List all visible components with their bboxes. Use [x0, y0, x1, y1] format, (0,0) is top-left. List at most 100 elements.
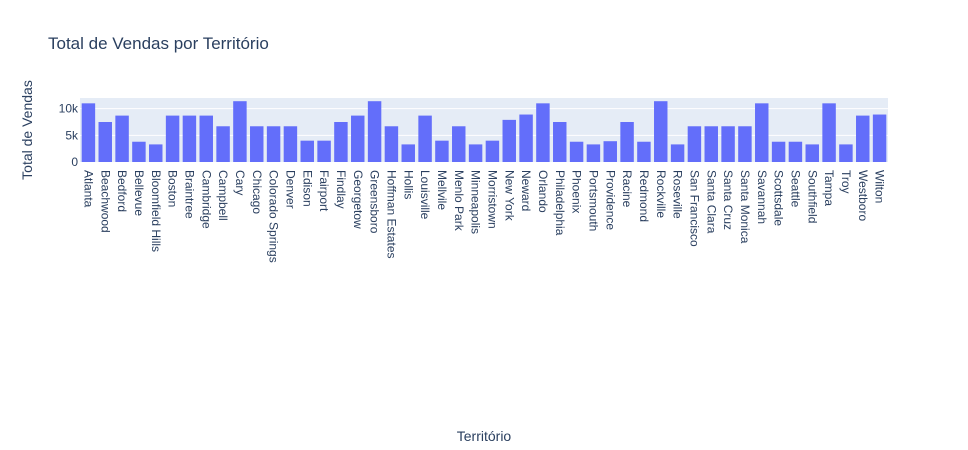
bar-bellevue[interactable] [132, 141, 146, 162]
bar-philadelphia[interactable] [553, 122, 567, 162]
x-tick-label: Orlando [536, 170, 550, 213]
x-tick-label: Louisville [418, 170, 432, 220]
x-tick-label: Santa Monica [738, 170, 752, 244]
bar-menlo-park[interactable] [452, 126, 466, 162]
x-tick-label: Troy [839, 170, 853, 194]
bar-wilton[interactable] [872, 114, 887, 162]
x-tick-label: Roseville [671, 170, 685, 219]
x-tick-label: Denver [283, 170, 297, 209]
bar-cambridge[interactable] [199, 115, 213, 162]
x-tick-label: Southfield [805, 170, 819, 223]
x-tick-label: Beachwood [98, 170, 112, 233]
bar-scottsdale[interactable] [771, 141, 786, 162]
x-tick-label: Campbell [216, 170, 230, 221]
bar-portsmouth[interactable] [586, 144, 601, 162]
x-tick-label: Braintree [182, 170, 196, 219]
bar-tampa[interactable] [822, 103, 836, 162]
bar-bloomfield-hills[interactable] [149, 144, 163, 162]
x-tick-label: Menlo Park [452, 170, 466, 232]
x-tick-label: Findlay [334, 170, 348, 209]
x-tick-label: Cary [233, 170, 247, 195]
bar-louisville[interactable] [418, 115, 432, 162]
bar-orlando[interactable] [536, 103, 550, 162]
bar-chicago[interactable] [250, 126, 264, 162]
bar-southfield[interactable] [805, 144, 819, 162]
bar-bedford[interactable] [115, 115, 129, 162]
bar-phoenix[interactable] [569, 141, 584, 162]
bar-seattle[interactable] [788, 141, 803, 162]
y-tick-label: 5k [65, 128, 79, 142]
bar-fairport[interactable] [317, 140, 331, 162]
bar-providence[interactable] [603, 141, 617, 162]
x-tick-label: Boston [166, 170, 180, 207]
x-tick-label: Neward [519, 170, 533, 211]
bar-boston[interactable] [165, 115, 180, 162]
x-tick-label: Scottsdale [772, 170, 786, 226]
bar-racine[interactable] [620, 122, 634, 162]
x-tick-label: Cambridge [199, 170, 213, 229]
bar-new-york[interactable] [502, 119, 516, 162]
bar-findlay[interactable] [334, 122, 348, 162]
x-tick-label: Redmond [637, 170, 651, 222]
x-tick-label: Rockville [654, 170, 668, 218]
x-tick-label: Mellvile [435, 170, 449, 210]
bar-beachwood[interactable] [98, 122, 112, 162]
bar-greensboro[interactable] [367, 101, 382, 162]
x-tick-label: Edison [300, 170, 314, 207]
bar-savannah[interactable] [755, 103, 769, 162]
x-tick-label: Hoffman Estates [384, 170, 398, 259]
y-axis-title: Total de Vendas [19, 80, 35, 180]
x-tick-label: Santa Clara [704, 170, 718, 234]
bar-morristown[interactable] [485, 140, 500, 162]
x-tick-label: Westboro [856, 170, 870, 221]
x-tick-label: Wilton [873, 170, 887, 203]
chart-title: Total de Vendas por Território [48, 34, 269, 53]
bar-neward[interactable] [519, 114, 533, 162]
x-tick-label: Colorado Springs [267, 170, 281, 263]
bar-minneapolis[interactable] [468, 144, 483, 162]
grid-lines [80, 108, 888, 136]
x-tick-label: Bellevue [132, 170, 146, 216]
x-tick-label: Portsmouth [586, 170, 600, 231]
bar-mellvile[interactable] [435, 140, 449, 162]
x-tick-label: Minneapolis [469, 170, 483, 234]
bar-santa-monica[interactable] [738, 126, 752, 162]
x-tick-label: Providence [603, 170, 617, 230]
bars [81, 101, 887, 162]
x-axis-ticks: Atlanta Beachwood Bedford Bellevue Bloomfiel… [81, 170, 886, 263]
bar-denver[interactable] [283, 126, 298, 162]
x-tick-label: Seattle [788, 170, 802, 208]
x-tick-label: Bloomfield Hills [149, 170, 163, 252]
bar-san-francisco[interactable] [687, 126, 702, 162]
x-tick-label: Santa Cruz [721, 170, 735, 230]
x-tick-label: Savannah [755, 170, 769, 224]
bar-roseville[interactable] [670, 144, 685, 162]
bar-hollis[interactable] [401, 144, 415, 162]
x-tick-label: Fairport [317, 170, 331, 212]
y-tick-label: 10k [59, 102, 79, 116]
x-axis-title: Território [457, 428, 512, 444]
x-tick-label: Tampa [822, 170, 836, 206]
bar-hoffman-estates[interactable] [384, 126, 399, 162]
bar-braintree[interactable] [182, 115, 197, 162]
bar-atlanta[interactable] [81, 103, 96, 162]
x-tick-label: Phoenix [570, 170, 584, 213]
y-axis-ticks: 0 5k 10k [59, 102, 79, 169]
bar-santa-clara[interactable] [704, 126, 718, 162]
x-tick-label: Bedford [115, 170, 129, 212]
bar-westboro[interactable] [856, 115, 870, 162]
x-tick-label: Atlanta [81, 170, 95, 208]
bar-troy[interactable] [839, 144, 853, 162]
bar-rockville[interactable] [654, 101, 668, 162]
bar-cary[interactable] [233, 101, 247, 162]
x-tick-label: Greensboro [368, 170, 382, 234]
bar-campbell[interactable] [216, 126, 230, 162]
bar-edison[interactable] [300, 140, 314, 162]
bar-georgetow[interactable] [351, 115, 365, 162]
x-tick-label: Hollis [401, 170, 415, 199]
bar-redmond[interactable] [637, 141, 651, 162]
x-tick-label: Racine [620, 170, 634, 208]
bar-colorado-springs[interactable] [266, 126, 281, 162]
bar-santa-cruz[interactable] [721, 126, 735, 162]
